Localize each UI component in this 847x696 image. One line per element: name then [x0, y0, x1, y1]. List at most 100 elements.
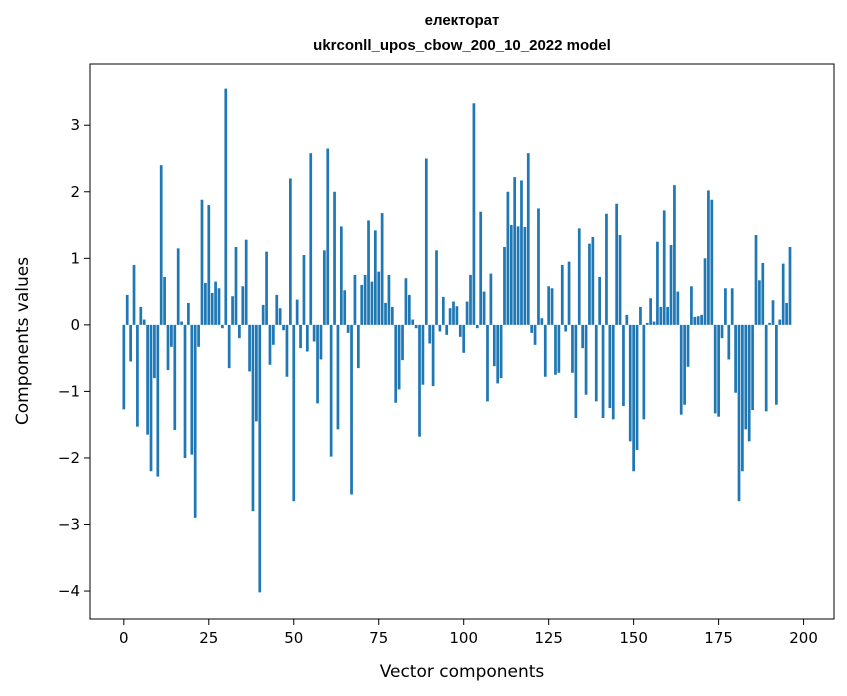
bar: [690, 286, 693, 325]
bar: [445, 324, 449, 335]
bar: [707, 190, 710, 325]
bar: [424, 158, 428, 325]
bar: [289, 178, 292, 325]
y-axis-ticks: −4 −3 −2 −1 0 1 2 3: [58, 116, 90, 600]
bar: [496, 324, 500, 384]
bar: [547, 286, 551, 325]
bar: [339, 226, 343, 325]
bar: [153, 324, 156, 379]
bar: [537, 208, 540, 325]
bar: [397, 324, 401, 390]
bar: [489, 273, 493, 325]
bar: [509, 225, 513, 325]
bar: [516, 226, 520, 325]
bar: [384, 302, 387, 325]
bar: [625, 314, 629, 325]
bar: [214, 281, 217, 325]
bar: [217, 288, 221, 325]
bar: [183, 324, 187, 458]
bar: [622, 324, 625, 407]
bar: [221, 324, 224, 329]
y-tick-label: −4: [58, 582, 80, 600]
bar: [666, 306, 669, 325]
bar: [737, 324, 741, 502]
bar: [353, 274, 357, 325]
bar: [316, 324, 319, 404]
bar: [255, 324, 258, 422]
bar: [724, 288, 727, 325]
bar: [696, 316, 700, 325]
bar: [282, 324, 285, 331]
bar: [601, 324, 605, 419]
x-tick-label: 100: [449, 629, 478, 647]
bar: [448, 308, 452, 325]
bar: [639, 306, 642, 325]
bar: [319, 324, 323, 360]
bar: [305, 324, 309, 352]
bar: [700, 314, 703, 325]
bar: [469, 274, 472, 325]
bar: [125, 294, 129, 325]
bar: [652, 321, 656, 325]
bar: [146, 324, 149, 435]
bar: [557, 324, 561, 373]
y-axis-label: Components values: [13, 257, 33, 425]
plot-area-frame: [89, 63, 835, 620]
bar: [751, 324, 754, 411]
bar: [227, 324, 231, 369]
bar: [258, 324, 262, 593]
bar: [129, 324, 132, 362]
bar: [540, 318, 544, 325]
bar: [758, 280, 761, 325]
bar: [336, 324, 340, 430]
bar: [373, 230, 377, 325]
bar: [720, 324, 724, 339]
bar: [503, 247, 506, 325]
bar: [170, 324, 173, 347]
x-tick-label: 200: [789, 629, 818, 647]
bar: [645, 322, 649, 325]
chart-title-line-1: електорат: [425, 12, 500, 29]
bar: [465, 301, 469, 325]
bar: [122, 324, 126, 410]
bar: [730, 288, 734, 325]
bar: [350, 324, 353, 495]
bar: [238, 324, 241, 339]
bar: [533, 324, 537, 345]
bar: [492, 324, 496, 367]
bar: [312, 324, 316, 342]
bar: [455, 306, 459, 325]
bar: [244, 239, 248, 325]
bar: [554, 324, 557, 375]
bar: [431, 324, 435, 387]
bar: [713, 324, 717, 414]
bar: [377, 271, 381, 325]
x-tick-label: 25: [199, 629, 218, 647]
x-tick-label: 75: [369, 629, 388, 647]
bar: [479, 211, 483, 325]
chart-title-line-2: ukrconll_upos_cbow_200_10_2022 model: [313, 37, 611, 54]
bar: [200, 199, 204, 325]
x-axis-ticks: 0 25 50 75 100 125 150 175 200: [119, 619, 818, 647]
bar: [591, 237, 595, 325]
bar: [278, 308, 282, 325]
bar: [506, 191, 510, 325]
bar: [520, 180, 523, 325]
bar: [272, 324, 275, 345]
bar: [136, 324, 139, 427]
bar: [462, 324, 466, 353]
bar: [649, 298, 652, 325]
bar: [285, 324, 289, 377]
bar: [428, 324, 432, 344]
y-tick-label: 3: [70, 116, 80, 134]
bar: [564, 324, 568, 332]
bar: [605, 213, 608, 325]
bar: [159, 165, 163, 325]
x-tick-label: 150: [619, 629, 648, 647]
bar: [608, 324, 612, 409]
bar: [268, 324, 272, 365]
bar: [577, 228, 581, 325]
bar: [584, 324, 588, 395]
bar: [530, 324, 534, 333]
bar: [513, 177, 517, 325]
